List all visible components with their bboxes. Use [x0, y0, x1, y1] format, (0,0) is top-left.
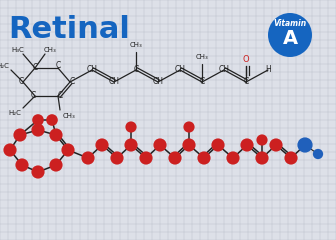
- Point: [85, 156, 91, 160]
- Text: CH₃: CH₃: [63, 113, 76, 119]
- Point: [35, 118, 41, 122]
- Point: [114, 156, 120, 160]
- Text: CH₃: CH₃: [196, 54, 208, 60]
- Text: O: O: [243, 55, 249, 65]
- Point: [65, 148, 71, 152]
- Text: C: C: [243, 78, 249, 86]
- Point: [288, 156, 294, 160]
- Text: H₂C: H₂C: [8, 110, 22, 116]
- Text: Retinal: Retinal: [8, 15, 130, 44]
- Point: [128, 125, 134, 129]
- Text: H₂C: H₂C: [0, 63, 9, 69]
- Text: A: A: [283, 30, 298, 48]
- Text: CH: CH: [153, 78, 164, 86]
- Point: [302, 143, 308, 147]
- Point: [259, 138, 265, 142]
- Point: [53, 163, 59, 167]
- Text: H₃C: H₃C: [12, 47, 25, 53]
- Point: [230, 156, 236, 160]
- Text: C: C: [69, 78, 75, 86]
- Text: H: H: [265, 66, 271, 74]
- Point: [143, 156, 149, 160]
- Point: [128, 143, 134, 147]
- Text: CH: CH: [218, 66, 229, 74]
- Point: [244, 143, 250, 147]
- Point: [49, 118, 55, 122]
- Point: [35, 170, 41, 174]
- Point: [201, 156, 207, 160]
- Point: [259, 156, 265, 160]
- Text: C: C: [133, 66, 139, 74]
- Point: [186, 143, 192, 147]
- Point: [7, 148, 13, 152]
- Point: [186, 125, 192, 129]
- Point: [19, 163, 25, 167]
- Text: CH₃: CH₃: [44, 47, 56, 53]
- Text: C: C: [18, 78, 24, 86]
- Text: CH₃: CH₃: [130, 42, 142, 48]
- Point: [315, 152, 321, 156]
- Text: C: C: [32, 64, 38, 72]
- Text: Vitamin: Vitamin: [274, 19, 306, 29]
- Point: [157, 143, 163, 147]
- Text: C: C: [55, 61, 60, 71]
- Point: [172, 156, 178, 160]
- Point: [17, 133, 23, 137]
- Text: C: C: [30, 91, 36, 101]
- Text: C: C: [199, 78, 205, 86]
- Text: C: C: [57, 91, 62, 101]
- Point: [53, 133, 59, 137]
- Circle shape: [268, 13, 312, 57]
- Text: CH: CH: [86, 66, 97, 74]
- Point: [99, 143, 105, 147]
- Point: [273, 143, 279, 147]
- Point: [215, 143, 221, 147]
- Text: CH: CH: [109, 78, 120, 86]
- Text: CH: CH: [174, 66, 185, 74]
- Point: [35, 128, 41, 132]
